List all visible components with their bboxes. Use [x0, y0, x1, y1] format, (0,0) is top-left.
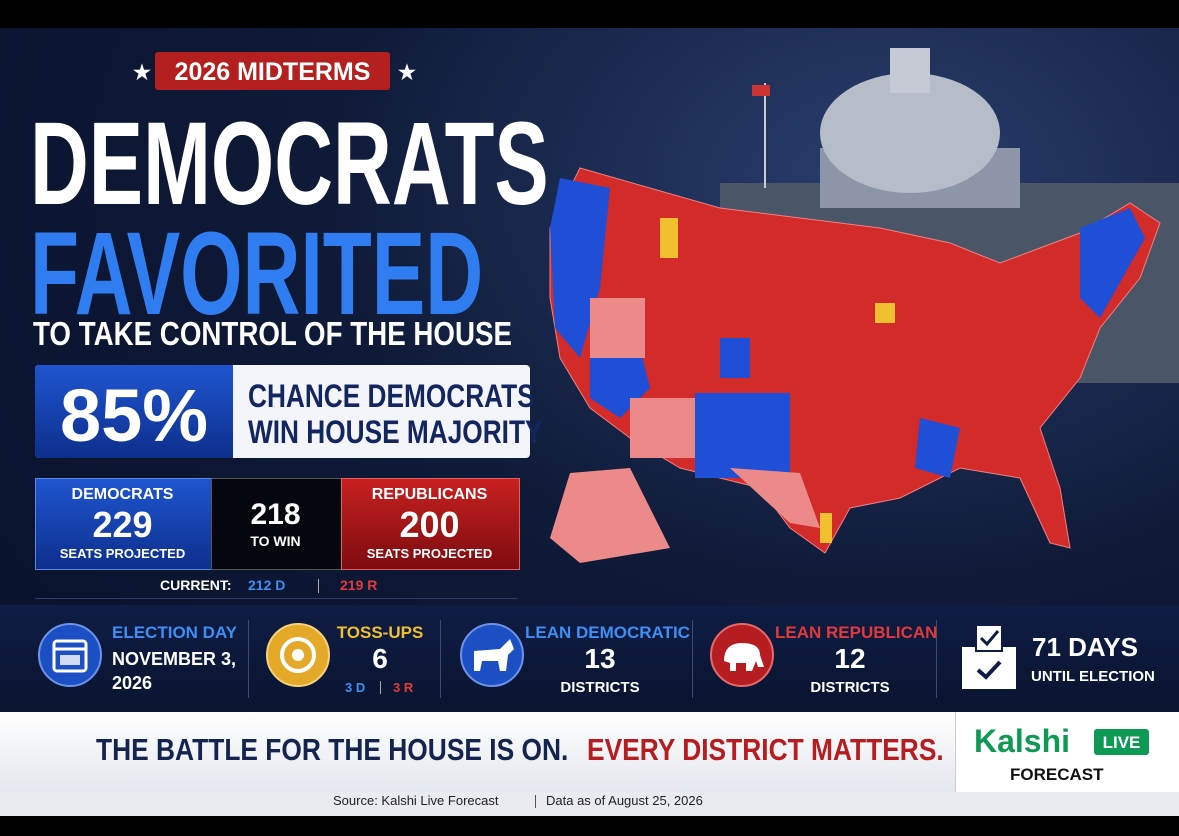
dem-note: SEATS PROJECTED: [59, 546, 186, 561]
star: ★: [398, 62, 416, 84]
star: ★: [133, 62, 151, 84]
stat-note: DISTRICTS: [560, 679, 640, 696]
dem-seats: 229: [92, 504, 153, 545]
stat-split-dem: 3 D: [345, 680, 366, 695]
elephant-icon: [710, 623, 774, 687]
stat-title: LEAN DEMOCRATIC: [525, 623, 690, 642]
stat-icons: [38, 623, 1016, 689]
current-label: CURRENT:: [160, 577, 232, 593]
separator: [692, 620, 693, 698]
calendar-icon: [38, 623, 102, 687]
poster: 2026 MIDTERMS ★ ★ DEMOCRATS FAVORITED TO…: [0, 28, 1179, 816]
separator: [440, 620, 441, 698]
stat-title: ELECTION DAY: [112, 623, 238, 642]
footer: [0, 792, 1179, 816]
probability-panel: [35, 365, 233, 458]
stat-value: 13: [584, 643, 616, 674]
threshold-card: [211, 478, 342, 570]
stat-title: TOSS-UPS: [336, 623, 424, 642]
footer-date: Data as of August 25, 2026: [546, 793, 703, 808]
probability-text: CHANCE DEMOCRATS: [248, 378, 535, 414]
stat-split-rep: 3 R: [393, 680, 414, 695]
stat-value: 71 DAYS: [1032, 632, 1138, 662]
separator: [380, 681, 381, 694]
separator: [535, 795, 536, 808]
current-dem: 212 D: [248, 577, 286, 593]
stat-note: UNTIL ELECTION: [1031, 668, 1155, 685]
stat-title: LEAN REPUBLICAN: [775, 623, 938, 642]
live-badge-text: LIVE: [1102, 733, 1141, 752]
probability-text: WIN HOUSE MAJORITY: [248, 414, 543, 450]
donkey-icon: [460, 623, 524, 687]
rep-label: REPUBLICANS: [371, 486, 488, 503]
stat-value: 12: [834, 643, 866, 674]
headline-accent: FAVORITED: [30, 208, 484, 340]
ballot-icon: [962, 624, 1016, 689]
badge-text: 2026 MIDTERMS: [174, 58, 371, 86]
map-art: [549, 48, 1179, 563]
subheadline: TO TAKE CONTROL OF THE HOUSE: [33, 315, 512, 352]
logo-name: Kalshi: [974, 723, 1071, 759]
target-icon: [266, 623, 330, 687]
rep-note: SEATS PROJECTED: [366, 546, 493, 561]
banner-emphasis: EVERY DISTRICT MATTERS.: [587, 732, 944, 767]
separator: [318, 579, 319, 593]
tossup-districts: [660, 218, 895, 543]
dem-label: DEMOCRATS: [71, 486, 174, 503]
current-rep: 219 R: [340, 577, 378, 593]
badge: [155, 52, 390, 90]
rep-seats-card: [341, 478, 520, 570]
footer-source: Source: Kalshi Live Forecast: [333, 793, 499, 808]
threshold-note: TO WIN: [250, 533, 301, 549]
stat-value: 6: [372, 643, 388, 674]
rep-seats: 200: [399, 504, 460, 545]
dem-seats-card: [35, 478, 212, 570]
divider: [35, 598, 518, 599]
probability-value: 85%: [59, 374, 209, 457]
threshold-seats: 218: [250, 498, 301, 531]
light-red-districts: [550, 298, 820, 563]
logo-subtitle: FORECAST: [1010, 765, 1104, 784]
stat-line: 2026: [112, 673, 153, 693]
stat-note: DISTRICTS: [810, 679, 890, 696]
stat-line: NOVEMBER 3,: [112, 649, 237, 669]
banner-text: THE BATTLE FOR THE HOUSE IS ON.: [96, 732, 569, 767]
separator: [248, 620, 249, 698]
separator: [936, 620, 937, 698]
headline: DEMOCRATS: [30, 98, 549, 230]
live-badge: [1094, 729, 1149, 755]
